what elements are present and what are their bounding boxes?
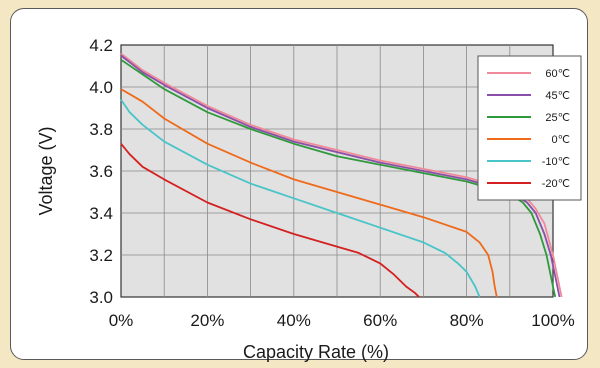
legend-label: 25℃ [545, 112, 570, 124]
legend-label: 45℃ [545, 90, 570, 102]
y-tick-label: 4.0 [89, 78, 113, 97]
x-tick-label: 60% [363, 311, 397, 330]
legend-label: 60℃ [545, 68, 570, 80]
series-line [120, 88, 498, 298]
y-tick-labels: 3.0 3.2 3.4 3.6 3.8 4.0 4.2 [89, 36, 113, 307]
legend-box [477, 55, 582, 201]
y-tick-label: 4.2 [89, 36, 113, 55]
series-line [120, 52, 563, 298]
series-lines [120, 52, 563, 298]
legend-label: -10℃ [542, 156, 570, 168]
x-tick-label: 40% [277, 311, 311, 330]
x-tick-label: 20% [190, 311, 224, 330]
x-tick-label: 0% [109, 311, 134, 330]
series-line [120, 58, 557, 298]
y-tick-label: 3.8 [89, 120, 113, 139]
x-tick-label: 100% [531, 311, 574, 330]
series-line [120, 143, 420, 298]
y-tick-label: 3.4 [89, 204, 113, 223]
y-tick-label: 3.0 [89, 288, 113, 307]
x-tick-label: 80% [450, 311, 484, 330]
grid-lines [121, 45, 553, 297]
series-line [120, 54, 561, 298]
y-axis-label: Voltage (V) [36, 126, 56, 215]
legend-label: -20℃ [542, 178, 570, 190]
x-tick-labels: 0% 20% 40% 60% 80% 100% [109, 311, 575, 330]
x-axis-label: Capacity Rate (%) [243, 342, 389, 362]
y-tick-label: 3.2 [89, 246, 113, 265]
y-tick-label: 3.6 [89, 162, 113, 181]
legend: 60℃ 45℃ 25℃ 0℃ -10℃ -20℃ [477, 55, 582, 201]
series-line [120, 99, 481, 298]
legend-label: 0℃ [552, 134, 570, 146]
